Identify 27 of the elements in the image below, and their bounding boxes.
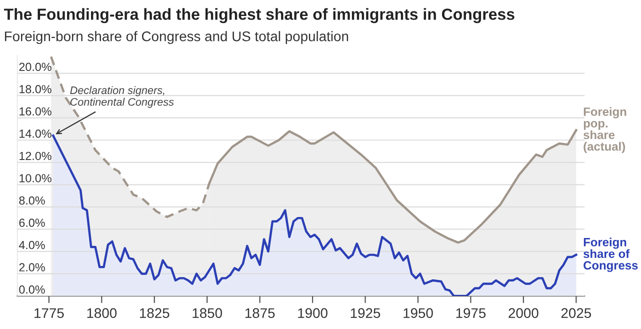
y-tick-label: 20.0% xyxy=(19,62,52,72)
y-tick-label: 16.0% xyxy=(20,107,52,116)
y-tick-label: 10.0% xyxy=(20,174,52,182)
series-label: Foreign pop. share (actual) xyxy=(584,107,626,154)
annotation: Declaration signers, Continental Congress xyxy=(70,86,174,108)
x-tick-label: 1900 xyxy=(298,308,328,318)
y-tick-label: 14.0% xyxy=(20,130,52,138)
x-tick-label: 2025 xyxy=(561,308,592,318)
x-tick-label: 1800 xyxy=(87,308,117,318)
x-tick-label: 1875 xyxy=(245,308,275,318)
y-tick-label: 18.0% xyxy=(20,85,52,94)
x-tick-label: 1925 xyxy=(350,308,380,318)
x-tick-label: 1975 xyxy=(456,308,486,318)
y-tick-label: 6.0% xyxy=(19,218,45,227)
chart-subtitle: Foreign-born share of Congress and US total population xyxy=(4,31,348,44)
y-tick-label: 12.0% xyxy=(20,152,52,160)
x-tick-label: 1850 xyxy=(192,308,222,318)
x-tick-label: 1950 xyxy=(404,308,433,318)
chart-title: The Founding-era had the highest share of immigrants in Congress xyxy=(4,8,514,24)
y-tick-label: 2.0% xyxy=(19,263,45,272)
x-tick-label: 1825 xyxy=(140,308,170,318)
y-tick-label: 0.0% xyxy=(19,285,45,294)
y-tick-label: 4.0% xyxy=(18,240,45,250)
x-tick-label: 2000 xyxy=(508,308,538,318)
x-tick-label: 1775 xyxy=(34,308,64,318)
y-tick-label: 8.0% xyxy=(19,196,45,205)
series-label: Foreign share of Congress xyxy=(584,238,638,272)
